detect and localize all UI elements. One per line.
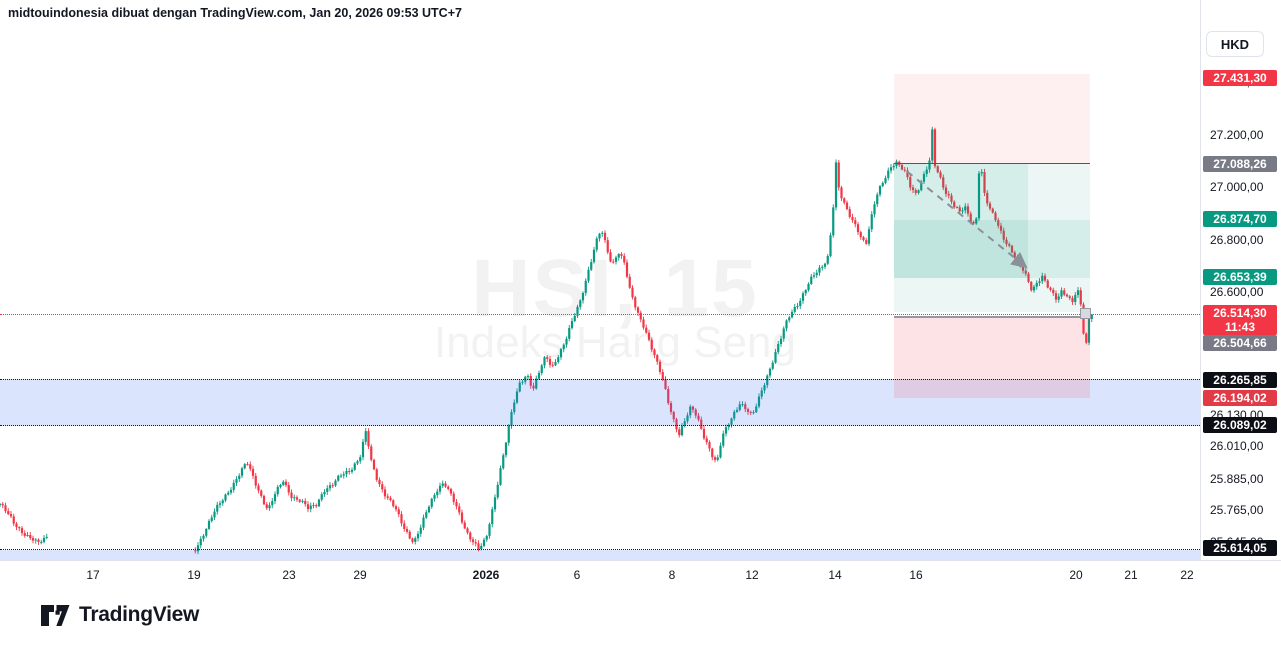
time-tick-label: 2026 [472, 568, 500, 582]
price-label-chip: 26.089,02 [1203, 417, 1277, 433]
currency-toggle-button[interactable]: HKD [1206, 31, 1264, 57]
candlestick-series [0, 126, 1093, 555]
price-tick-label: 27.200,00 [1210, 127, 1264, 142]
time-tick-label: 19 [187, 568, 201, 582]
time-tick-label: 21 [1124, 568, 1138, 582]
price-label-chip: 26.514,30 11:43 [1203, 305, 1277, 335]
price-label-chip: 26.265,85 [1203, 372, 1277, 388]
time-tick-label: 20 [1069, 568, 1083, 582]
price-tick-label: 26.800,00 [1210, 232, 1264, 247]
price-tick-label: 25.885,00 [1210, 472, 1264, 486]
price-label-chip: 27.431,30 [1203, 70, 1277, 86]
price-label-chip: 27.088,26 [1203, 156, 1277, 172]
chart-attribution-title: midtouindonesia dibuat dengan TradingVie… [8, 6, 462, 20]
price-label-chip: 25.614,05 [1203, 540, 1277, 556]
time-axis[interactable]: 17 19 23 29 2026 6 8 12 14 16 20 21 22 [0, 560, 1281, 592]
tradingview-logo-icon [41, 605, 70, 626]
time-tick-label: 16 [909, 568, 923, 582]
footer: TradingView [0, 591, 1281, 646]
chart-pane[interactable]: HSI, 15 Indeks Hang Seng midtouindonesia… [0, 0, 1200, 560]
time-tick-label: 6 [573, 568, 581, 582]
price-label-chip: 26.874,70 [1203, 211, 1277, 227]
price-tick-label: 27.000,00 [1210, 180, 1264, 195]
time-tick-label: 22 [1180, 568, 1194, 582]
price-tick-label: 26.600,00 [1210, 284, 1264, 299]
time-tick-label: 8 [668, 568, 676, 582]
tradingview-logo[interactable]: TradingView [40, 602, 199, 628]
price-tick-label: 26.010,00 [1210, 439, 1264, 454]
price-axis[interactable]: 27.400,0027.200,0027.000,0026.800,0026.6… [1200, 0, 1281, 560]
time-tick-label: 12 [745, 568, 759, 582]
price-label-chip: 26.504,66 [1203, 335, 1277, 351]
time-tick-label: 14 [828, 568, 842, 582]
price-label-chip: 26.653,39 [1203, 269, 1277, 285]
time-tick-label: 17 [86, 568, 100, 582]
time-tick-label: 23 [282, 568, 296, 582]
tradingview-logo-text: TradingView [79, 603, 200, 626]
price-label-chip: 26.194,02 [1203, 390, 1277, 406]
time-tick-label: 29 [353, 568, 367, 582]
price-tick-label: 25.765,00 [1210, 503, 1264, 518]
